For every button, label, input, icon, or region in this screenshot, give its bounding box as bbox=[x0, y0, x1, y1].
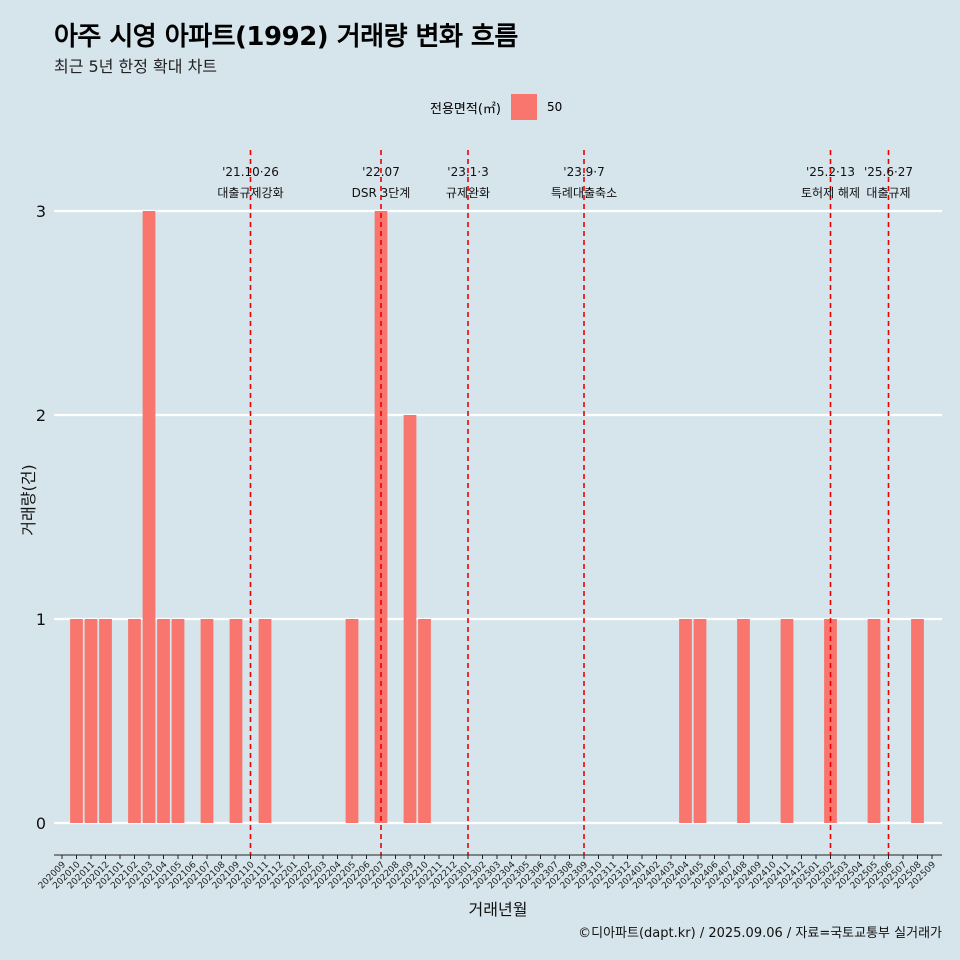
bar bbox=[679, 619, 692, 823]
event-label: DSR 3단계 bbox=[352, 186, 411, 200]
y-tick-label: 2 bbox=[36, 406, 46, 425]
caption: ©디아파트(dapt.kr) / 2025.09.06 / 자료=국토교통부 실… bbox=[578, 926, 942, 941]
bar bbox=[258, 619, 272, 823]
event-date: '22.07 bbox=[362, 165, 400, 179]
y-tick-label: 3 bbox=[36, 202, 46, 221]
legend: 전용면적(㎡) 50 bbox=[430, 94, 562, 120]
bar bbox=[157, 619, 170, 823]
event-label: 토허제 해제 bbox=[801, 186, 860, 200]
legend-title: 전용면적(㎡) bbox=[430, 101, 501, 117]
event-label: 규제완화 bbox=[446, 186, 490, 200]
bar bbox=[128, 619, 141, 823]
bar bbox=[70, 619, 83, 823]
bar bbox=[693, 619, 707, 823]
event-label: 특례대출축소 bbox=[551, 186, 617, 200]
chart-title: 아주 시영 아파트(1992) 거래량 변화 흐름 bbox=[54, 22, 518, 52]
event-date: '25.6·27 bbox=[864, 165, 913, 179]
bar bbox=[374, 211, 388, 823]
chart-subtitle: 최근 5년 한정 확대 차트 bbox=[54, 57, 218, 76]
bar bbox=[867, 619, 881, 823]
bar bbox=[84, 619, 98, 823]
y-tick-label: 1 bbox=[36, 610, 46, 629]
bar bbox=[200, 619, 214, 823]
event-date: '25.2·13 bbox=[806, 165, 855, 179]
bar bbox=[911, 619, 924, 823]
bar bbox=[171, 619, 185, 823]
event-label: 대출규제 bbox=[866, 186, 910, 200]
event-date: '23.9·7 bbox=[563, 165, 604, 179]
bar bbox=[99, 619, 112, 823]
bar bbox=[403, 415, 417, 823]
event-date: '21.10·26 bbox=[222, 165, 279, 179]
bar bbox=[737, 619, 750, 823]
y-tick-label: 0 bbox=[36, 814, 46, 833]
event-date: '23.1·3 bbox=[447, 165, 488, 179]
x-axis-title: 거래년월 bbox=[469, 900, 528, 919]
y-axis-title: 거래량(건) bbox=[19, 464, 38, 535]
bar bbox=[345, 619, 359, 823]
legend-swatch bbox=[510, 94, 537, 120]
legend-label: 50 bbox=[546, 100, 563, 114]
bar bbox=[142, 211, 156, 823]
bar bbox=[418, 619, 431, 823]
bar bbox=[229, 619, 243, 823]
bar bbox=[780, 619, 794, 823]
event-label: 대출규제강화 bbox=[217, 186, 283, 200]
